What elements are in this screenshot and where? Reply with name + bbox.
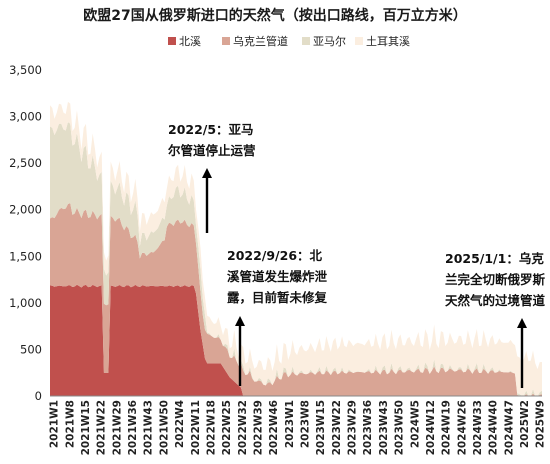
x-tick-label: 2021W36 — [127, 400, 139, 455]
x-tick-label: 2024W12 — [425, 400, 437, 455]
x-tick-label: 2022W4 — [174, 400, 186, 448]
annotation-text: 2025/1/1：乌克 — [445, 251, 544, 266]
annotation-text: 2022/5：亚马 — [168, 122, 254, 137]
y-tick-label: 3,500 — [9, 63, 42, 77]
legend-swatch — [222, 37, 230, 45]
x-tick-label: 2022W25 — [221, 400, 233, 455]
legend-label: 北溪 — [179, 35, 201, 48]
x-tick-label: 2025W9 — [535, 400, 547, 448]
x-tick-label: 2024W26 — [456, 400, 468, 455]
annotation-text: 露，目前暂未修复 — [227, 290, 328, 305]
x-tick-label: 2024W5 — [409, 400, 421, 448]
x-tick-label: 2021W15 — [80, 400, 92, 455]
x-axis: 2021W1 2021W8 2021W15 2021W22 2021W29 2021W36… — [49, 395, 547, 455]
legend-label: 土耳其溪 — [366, 35, 410, 48]
x-tick-label: 2024W19 — [441, 400, 453, 455]
y-tick-label: 500 — [20, 342, 42, 356]
legend-swatch — [355, 37, 363, 45]
areas — [50, 101, 542, 397]
area-series-2 — [50, 122, 542, 396]
x-tick-label: 2022W39 — [252, 400, 264, 455]
area-series-1 — [50, 203, 542, 396]
arrow-head — [517, 318, 527, 328]
y-tick-label: 1,000 — [9, 296, 42, 310]
x-tick-label: 2022W18 — [205, 400, 217, 455]
y-tick-label: 3,000 — [9, 110, 42, 124]
x-tick-label: 2022W46 — [268, 400, 280, 455]
legend-label: 亚马尔 — [313, 35, 346, 48]
x-tick-label: 2023W15 — [315, 400, 327, 455]
chart-title: 欧盟27国从俄罗斯进口的天然气（按出口路线，百万立方米） — [83, 7, 466, 24]
x-tick-label: 2021W43 — [143, 400, 155, 455]
y-tick-label: 0 — [35, 389, 42, 403]
x-tick-label: 2021W50 — [158, 400, 170, 455]
x-tick-label: 2023W8 — [300, 400, 312, 448]
area-series-3 — [50, 101, 542, 397]
y-tick-label: 2,000 — [9, 203, 42, 217]
annotation-text: 天然气的过境管道 — [445, 293, 546, 308]
x-tick-label: 2021W1 — [49, 400, 61, 448]
x-tick-label: 2022W11 — [190, 400, 202, 455]
x-tick-label: 2023W1 — [284, 400, 296, 448]
annotation-text: 溪管道发生爆炸泄 — [227, 269, 328, 284]
x-tick-label: 2023W22 — [331, 400, 343, 455]
x-tick-label: 2024W33 — [472, 400, 484, 455]
x-tick-label: 2023W29 — [347, 400, 359, 455]
x-tick-label: 2024W47 — [503, 400, 515, 455]
x-tick-label: 2023W43 — [378, 400, 390, 455]
arrow-head — [202, 168, 212, 178]
arrow-head — [235, 316, 245, 326]
x-tick-label: 2023W50 — [394, 400, 406, 455]
annotation-text: 兰完全切断俄罗斯 — [445, 272, 546, 287]
x-tick-label: 2023W36 — [362, 400, 374, 455]
y-tick-label: 2,500 — [9, 156, 42, 170]
x-tick-label: 2022W32 — [237, 400, 249, 455]
legend-label: 乌克兰管道 — [233, 34, 288, 48]
annotation-text: 尔管道停止运营 — [167, 143, 256, 158]
y-axis: 0 500 1,000 1,500 2,000 2,500 3,000 3,500 — [9, 63, 42, 403]
x-tick-label: 2021W22 — [96, 400, 108, 455]
x-tick-label: 2021W29 — [111, 400, 123, 455]
legend: 北溪 乌克兰管道 亚马尔 土耳其溪 — [168, 34, 410, 48]
annotation-text: 2022/9/26：北 — [227, 248, 323, 263]
area-series-0 — [50, 284, 542, 396]
legend-swatch — [168, 37, 176, 45]
x-tick-label: 2025W2 — [519, 400, 531, 448]
x-tick-label: 2021W8 — [64, 400, 76, 448]
y-tick-label: 1,500 — [9, 249, 42, 263]
legend-swatch — [302, 37, 310, 45]
x-tick-label: 2024W40 — [488, 400, 500, 455]
